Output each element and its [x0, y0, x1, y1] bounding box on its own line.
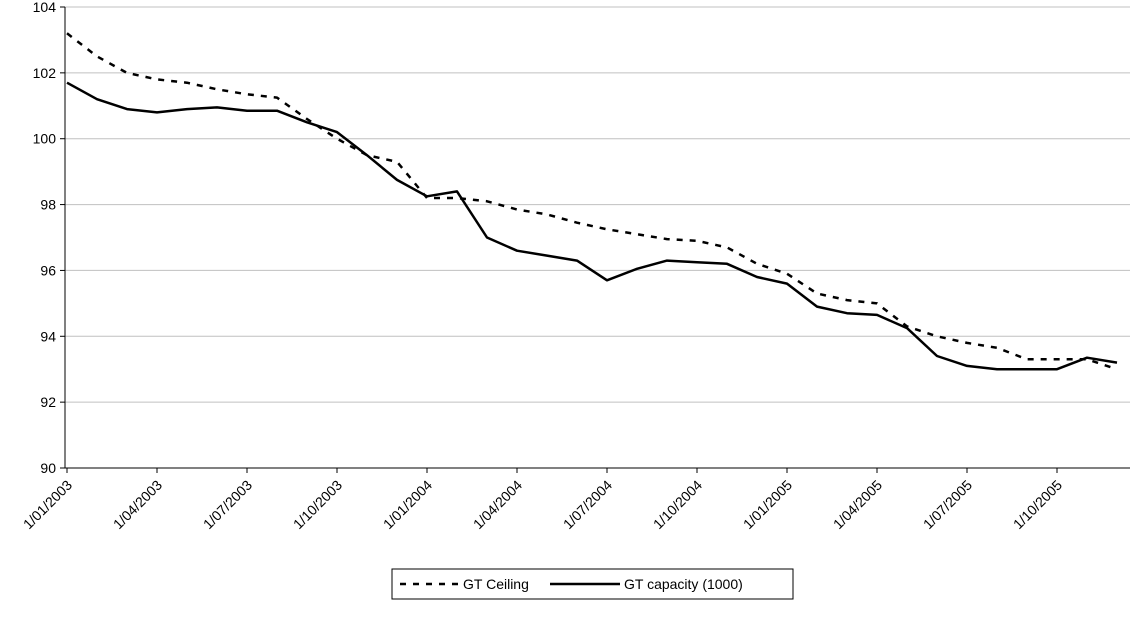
series-line-gt-capacity: [66, 81, 1118, 371]
series-line-gt-ceiling: [66, 32, 1118, 371]
y-tick-label: 96: [40, 262, 56, 278]
y-ticks: 90 92 94 96 98 100 102 104: [33, 0, 65, 476]
y-tick-label: 94: [40, 328, 56, 344]
x-ticks: 1/01/2003 1/04/2003 1/07/2003 1/10/2003 1/01…: [20, 468, 1066, 533]
x-tick-label: 1/10/2005: [1010, 477, 1066, 533]
y-tick-label: 104: [33, 0, 57, 15]
x-tick-label: 1/04/2004: [470, 477, 526, 533]
series: [66, 32, 1118, 371]
legend: GT Ceiling GT capacity (1000): [391, 568, 794, 600]
gridlines: [65, 6, 1130, 403]
y-tick-label: 92: [40, 394, 56, 410]
x-tick-label: 1/07/2005: [920, 477, 976, 533]
x-tick-label: 1/01/2003: [20, 477, 76, 533]
y-tick-label: 98: [40, 197, 56, 213]
y-tick-label: 100: [33, 131, 57, 147]
x-tick-label: 1/07/2004: [560, 477, 616, 533]
x-tick-label: 1/01/2005: [740, 477, 796, 533]
legend-label-gt-ceiling: GT Ceiling: [463, 576, 529, 592]
x-tick-label: 1/10/2004: [650, 477, 706, 533]
x-tick-label: 1/04/2005: [830, 477, 886, 533]
legend-label-gt-capacity: GT capacity (1000): [624, 576, 743, 592]
axes: [64, 7, 1130, 469]
y-tick-label: 90: [40, 460, 56, 476]
y-tick-label: 102: [33, 65, 57, 81]
x-tick-label: 1/10/2003: [290, 477, 346, 533]
x-tick-label: 1/04/2003: [110, 477, 166, 533]
x-tick-label: 1/07/2003: [200, 477, 256, 533]
x-tick-label: 1/01/2004: [380, 477, 436, 533]
